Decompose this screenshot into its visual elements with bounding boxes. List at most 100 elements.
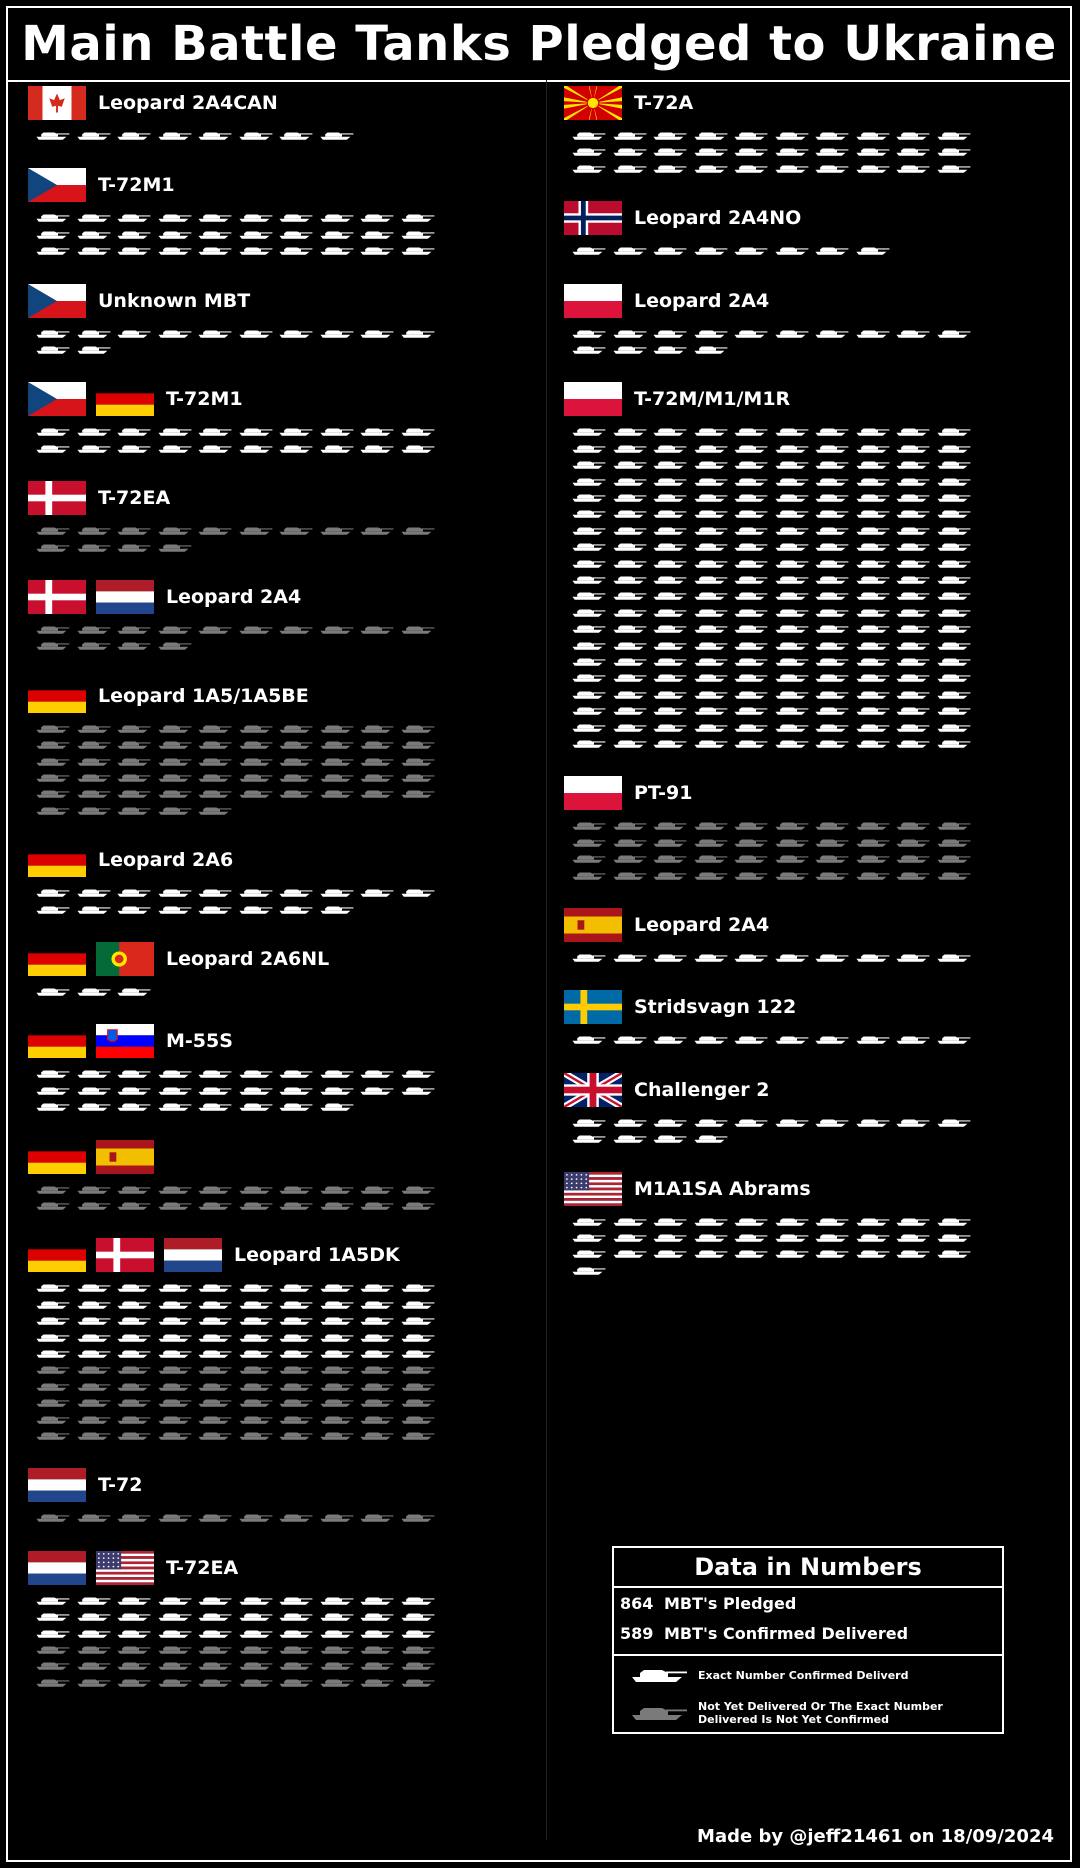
flag-north-macedonia-icon (564, 86, 622, 120)
tank-icon-confirmed (813, 1034, 849, 1045)
tank-icon-confirmed (692, 130, 728, 141)
tank-icon-confirmed (196, 443, 232, 454)
tank-icon-unconfirmed (75, 756, 111, 767)
tank-icon-unconfirmed (692, 820, 728, 831)
flag-poland-icon (564, 283, 622, 318)
tank-icon-confirmed (611, 459, 647, 470)
tank-block: Leopard 2A4 (564, 908, 1044, 962)
tank-icon-unconfirmed (651, 870, 687, 881)
tank-icon-confirmed (570, 476, 606, 487)
tank-icon-unconfirmed (318, 1414, 354, 1425)
flag-poland-icon (564, 382, 622, 417)
legend-unconfirmed-line2: Delivered Is Not Yet Confirmed (698, 1713, 890, 1726)
tank-grid (570, 1216, 975, 1282)
tank-icon-unconfirmed (34, 640, 70, 651)
tank-icon-confirmed (237, 1315, 273, 1326)
tank-icon-confirmed (854, 738, 890, 749)
tank-icon-confirmed (611, 738, 647, 749)
tank-icon-unconfirmed (156, 788, 192, 799)
tank-icon-confirmed (773, 443, 809, 454)
tank-icon-confirmed (358, 1611, 394, 1622)
tank-icon-unconfirmed (399, 1381, 435, 1392)
stats-separator (614, 1654, 1002, 1656)
tank-icon-confirmed (692, 640, 728, 651)
tank-icon-confirmed (935, 426, 971, 437)
tank-icon-unconfirmed (196, 525, 232, 536)
tank-model-label: Leopard 2A6 (98, 849, 234, 872)
tank-icon-unconfirmed (34, 739, 70, 750)
tank-icon-unconfirmed (773, 837, 809, 848)
tank-icon-confirmed (399, 1332, 435, 1343)
tank-icon-confirmed (732, 541, 768, 552)
tank-icon-confirmed (399, 212, 435, 223)
tank-icon-confirmed (894, 1232, 930, 1243)
tank-icon-unconfirmed (237, 723, 273, 734)
tank-icon-unconfirmed (318, 624, 354, 635)
tank-icon-unconfirmed (237, 772, 273, 783)
tank-icon-confirmed (692, 328, 728, 339)
tank-icon-unconfirmed (196, 1414, 232, 1425)
tank-icon-confirmed (651, 590, 687, 601)
tank-icon-confirmed (894, 672, 930, 683)
flag-portugal-icon (96, 942, 154, 976)
tank-icon-confirmed (773, 1034, 809, 1045)
tank-icon-confirmed (651, 656, 687, 667)
tank-icon-confirmed (611, 1216, 647, 1227)
tank-block: T-72EA (28, 481, 508, 552)
tank-icon-unconfirmed (196, 1397, 232, 1408)
tank-icon-confirmed (773, 245, 809, 256)
tank-icon-unconfirmed (277, 788, 313, 799)
tank-icon-confirmed (115, 1068, 151, 1079)
tank-icon-confirmed (773, 623, 809, 634)
tank-icon-confirmed (318, 426, 354, 437)
tank-icon-confirmed (894, 492, 930, 503)
tank-icon-unconfirmed (732, 870, 768, 881)
tank-icon-confirmed (34, 1085, 70, 1096)
tank-icon-confirmed (651, 705, 687, 716)
tank-icon-confirmed (732, 492, 768, 503)
tank-icon-confirmed (813, 952, 849, 963)
tank-icon-unconfirmed (358, 1430, 394, 1441)
tank-icon-confirmed (651, 689, 687, 700)
tank-icon-confirmed (196, 1332, 232, 1343)
tank-icon-confirmed (773, 640, 809, 651)
tank-icon-unconfirmed (570, 837, 606, 848)
tank-icon-unconfirmed (854, 853, 890, 864)
tank-icon-unconfirmed (358, 1512, 394, 1523)
tank-icon-unconfirmed (399, 1430, 435, 1441)
tank-icon-unconfirmed (318, 1364, 354, 1375)
tank-icon-confirmed (732, 574, 768, 585)
tank-icon-confirmed (34, 229, 70, 240)
tank-icon-unconfirmed (813, 870, 849, 881)
tank-model-label: Leopard 2A4 (166, 586, 302, 608)
tank-icon-unconfirmed (34, 542, 70, 553)
tank-icon-unconfirmed (399, 1200, 435, 1211)
tank-icon-confirmed (34, 212, 70, 223)
tank-block: M-55S (28, 1024, 508, 1111)
tank-icon-confirmed (935, 492, 971, 503)
tank-icon-confirmed (611, 443, 647, 454)
tank-model-label: T-72M1 (166, 388, 243, 411)
tank-icon-confirmed (237, 1611, 273, 1622)
tank-icon-confirmed (732, 640, 768, 651)
flag-norway-icon (564, 201, 622, 236)
tank-icon-confirmed (935, 328, 971, 339)
tank-icon-confirmed (894, 574, 930, 585)
tank-icon-confirmed (570, 607, 606, 618)
tank-icon-confirmed (813, 492, 849, 503)
flag-czechia-icon (28, 382, 86, 417)
tank-grid (34, 624, 439, 657)
delivered-value: 589 (620, 1623, 654, 1643)
tank-icon-confirmed (894, 623, 930, 634)
tank-icon-confirmed (854, 1216, 890, 1227)
flag-netherlands-icon (96, 580, 154, 614)
tank-icon-unconfirmed (773, 820, 809, 831)
tank-icon-confirmed (813, 130, 849, 141)
tank-icon-unconfirmed (34, 1364, 70, 1375)
tank-icon-confirmed (570, 689, 606, 700)
tank-icon-confirmed (773, 689, 809, 700)
tank-icon-confirmed (237, 904, 273, 915)
tank-icon-confirmed (854, 426, 890, 437)
tank-icon-confirmed (692, 1133, 728, 1144)
tank-icon-unconfirmed (277, 756, 313, 767)
